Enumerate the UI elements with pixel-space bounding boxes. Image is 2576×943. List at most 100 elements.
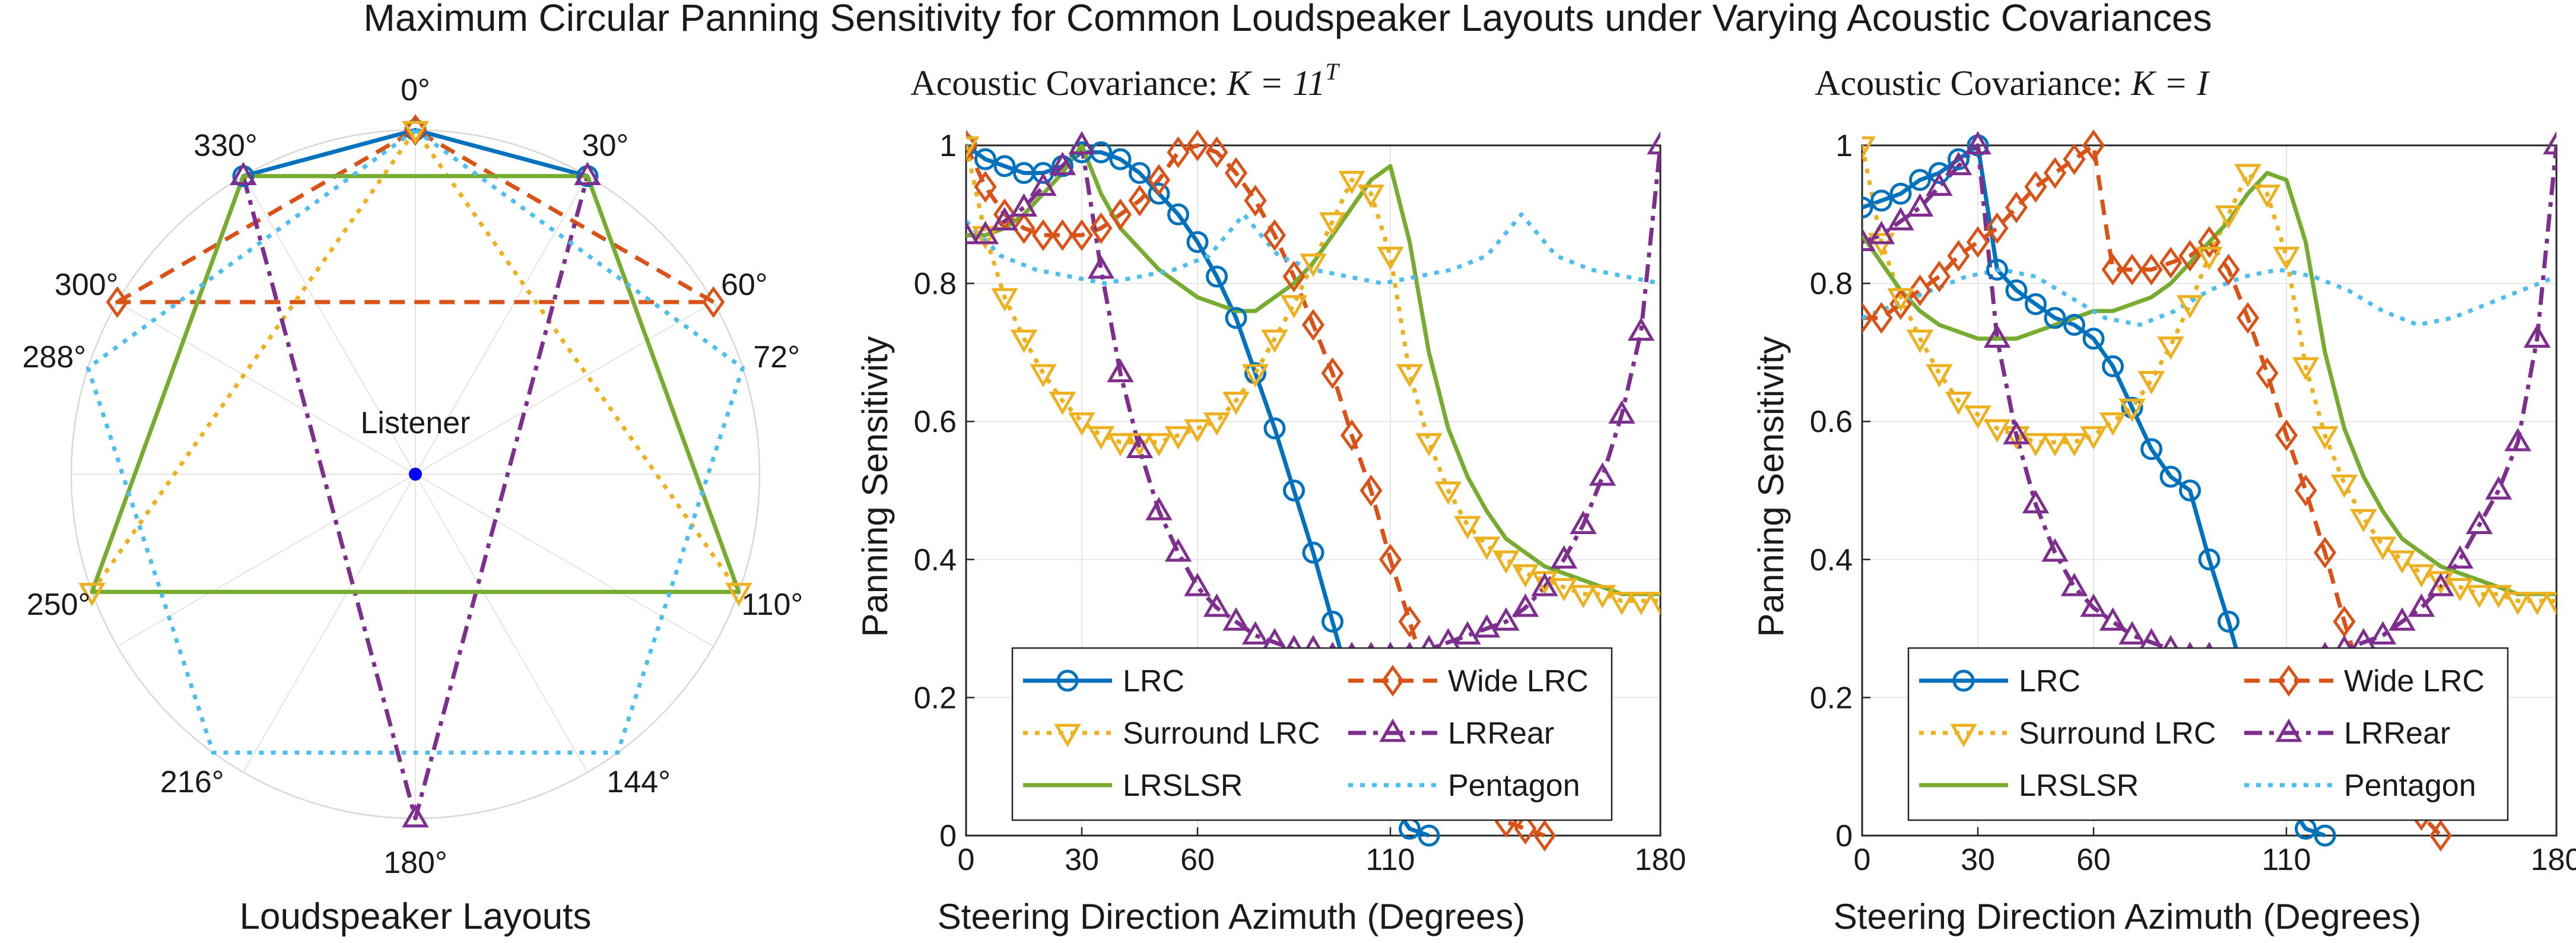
- plot-2-wide-lrc-point: [2120, 253, 2144, 286]
- plot-2-wide-lrc-point: [2178, 240, 2202, 272]
- plot-2-lrc-point: [1948, 148, 1970, 170]
- layout-lrrear-speaker-marker: [402, 804, 429, 828]
- plot-1-wide-lrc-point: [1244, 185, 1267, 217]
- plot-1-surround-lrc-point: [1550, 578, 1578, 602]
- plot-2-surround-lrc-point: [2022, 433, 2050, 457]
- plot-2-wide-lrc-point: [1927, 261, 1951, 293]
- plot-2-surround-lrc-point: [2060, 433, 2088, 457]
- plot-1-x-tick-label: 60: [1180, 843, 1215, 877]
- plot-2-ylabel: Panning Sensitivity: [1751, 336, 1791, 637]
- plot-2-lrc-point: [2044, 307, 2066, 329]
- plot-1-series-lrslsr: [966, 143, 1660, 596]
- polar-spoke: [415, 176, 588, 475]
- layout-pentagon-line: [85, 128, 745, 755]
- plot-2-legend-label: LRC: [2019, 664, 2081, 698]
- plot-1-surround-lrc-point: [1030, 364, 1057, 388]
- plot-2-lrc-point: [2179, 480, 2201, 501]
- plot-1-surround-lrc-point: [1608, 592, 1635, 615]
- plot-1-lrrear-point: [1222, 607, 1250, 631]
- plot-2-surround-lrc-point: [2330, 474, 2358, 499]
- plot-2-surround-lrc-point: [1926, 364, 1953, 388]
- plot-2-lrrear-point: [2543, 131, 2556, 155]
- plot-1-legend-label: Surround LRC: [1123, 716, 1320, 751]
- plot-2-surround-lrc-point: [2523, 592, 2551, 615]
- plot-1-title: Acoustic Covariance: K = 11T: [910, 58, 1340, 103]
- plot-1-lrrear-point: [1087, 255, 1115, 279]
- plot-1-lrrear-point: [1608, 400, 1635, 424]
- plot-2-surround-lrc-point: [2137, 371, 2165, 395]
- plot-2-wide-lrc-point: [1986, 212, 2009, 245]
- plot-2-legend-marker: [1952, 669, 1975, 692]
- plot-1-lrrear-point: [1492, 607, 1520, 631]
- plot-1-title-sup: T: [1325, 58, 1340, 85]
- plot-1-lrrear-point: [1164, 538, 1192, 562]
- plot-1-x-tick-label: 110: [1366, 843, 1415, 877]
- plot-2-wide-lrc-point: [2313, 536, 2337, 569]
- plot-1-legend-marker: [1054, 723, 1081, 748]
- plot-2-surround-lrc-point: [2234, 164, 2261, 188]
- plot-1-lrc-point: [1186, 231, 1209, 253]
- plot-1-lrrear-point: [1531, 573, 1558, 596]
- plot-1-wide-lrc-point: [1090, 212, 1113, 245]
- polar-spoke: [415, 474, 588, 773]
- plot-2-surround-lrc-point: [2157, 336, 2184, 360]
- listener-dot: [409, 468, 422, 481]
- layout-lrslsr-line: [90, 174, 741, 594]
- plot-1-surround-lrc-point: [1164, 426, 1192, 450]
- plot-2-legend-label: LRRear: [2344, 716, 2450, 751]
- plot-2-legend: LRC Surround LRC LRSLSR Wide LRC LRRear Penta…: [1907, 647, 2509, 821]
- plot-1-surround-lrc-point: [1087, 426, 1115, 450]
- plot-2-series-lrslsr: [1862, 171, 2556, 596]
- plot-2-lrc-point: [1870, 189, 1892, 212]
- plot-1-surround-lrc-point: [1434, 481, 1462, 505]
- plot-2-surround-lrc-point: [2253, 185, 2281, 208]
- plot-1-lrrear-point: [1647, 131, 1660, 155]
- plot-2-wide-lrc-point: [1947, 240, 1970, 272]
- plot-2-lrrear-point: [2388, 607, 2416, 631]
- plot-1-lrrear-point: [1030, 172, 1057, 196]
- plot-1-lrc-point: [1206, 265, 1228, 288]
- plot-2-lrc-point: [2063, 313, 2085, 336]
- plot-2-lrrear-point: [1906, 193, 1934, 217]
- plot-2-surround-lrc-point: [2388, 550, 2416, 574]
- layout-lrrear-speaker-marker: [574, 161, 601, 186]
- plot-2-legend-marker: [2275, 718, 2302, 742]
- plot-2-y-tick-label: 1: [1835, 129, 1853, 163]
- plot-2-lrrear-point: [1983, 324, 2011, 348]
- plot-2-lrrear-point: [2369, 621, 2397, 645]
- plot-2-surround-lrc-point: [2215, 205, 2243, 229]
- plot-2-wide-lrc-point: [2294, 474, 2317, 507]
- plot-1-x-tick-label: 180: [1635, 843, 1686, 877]
- plot-1-lrc-point: [1283, 480, 1305, 501]
- plot-2-lrrear-point: [2041, 538, 2069, 562]
- plot-2-y-tick-label: 0.6: [1810, 405, 1853, 439]
- plot-1-wide-lrc-point: [1186, 129, 1209, 161]
- layout-surround-lrc-speaker-marker: [402, 120, 429, 145]
- layout-surround-lrc-speaker-marker: [725, 583, 752, 607]
- plot-2-wide-lrc-point: [2082, 129, 2105, 161]
- polar-spoke: [243, 176, 416, 475]
- polar-angle-label: 288°: [23, 340, 87, 374]
- plot-2-axes-box: [1861, 144, 2558, 837]
- plot-1-surround-lrc-point: [1107, 433, 1134, 457]
- plot-2-legend-label: Surround LRC: [2019, 716, 2216, 751]
- plot-2-surround-lrc-point: [2350, 509, 2377, 533]
- plot-1-surround-lrc-point: [1319, 212, 1346, 236]
- plot-1-lrc-point: [1148, 182, 1170, 205]
- plot-1-lrrear-point: [1589, 462, 1616, 486]
- plot-2-surround-lrc-point: [1945, 392, 1973, 415]
- plot-1-wide-lrc-point: [1321, 357, 1344, 389]
- plot-2-lrc-point: [1909, 169, 1931, 191]
- plot-1-surround-lrc-point: [1589, 585, 1616, 609]
- polar-angle-label: 72°: [753, 340, 800, 374]
- plot-1-wide-lrc-point: [1031, 219, 1055, 251]
- plot-1-y-tick-label: 0.8: [914, 267, 957, 301]
- plot-2-lrc-point: [2159, 465, 2182, 488]
- plot-1-wide-lrc-point: [1282, 261, 1306, 293]
- plot-2-lrrear-point: [1862, 227, 1876, 252]
- plot-2-wide-lrc-point: [1862, 302, 1874, 334]
- figure-title: Maximum Circular Panning Sensitivity for…: [364, 0, 2212, 39]
- plot-1-wide-lrc-point: [1224, 157, 1248, 189]
- plot-1-surround-lrc-point: [1261, 329, 1288, 353]
- plot-1-wide-lrc-point: [1301, 309, 1325, 341]
